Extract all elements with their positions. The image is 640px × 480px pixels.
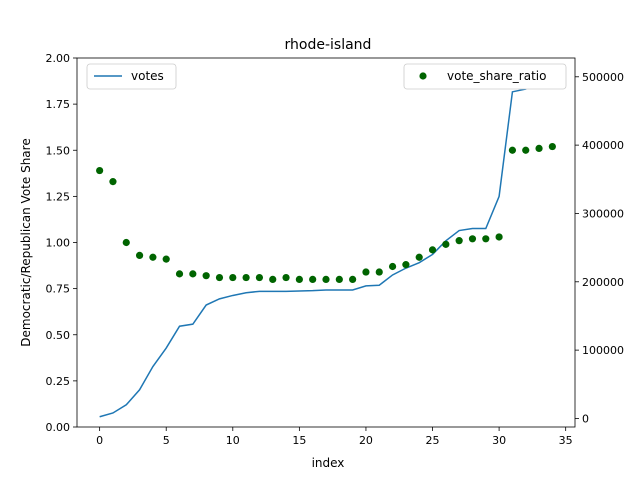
x-tick-label: 25	[426, 434, 440, 447]
y2-tick-label: 300000	[582, 207, 624, 220]
plot-area: 0 5 10 15 20 25 30 35 0.00 0.25 0.50 0.75 1.00 1.25 1.…	[46, 52, 625, 447]
y-tick-label: 0.00	[46, 421, 71, 434]
vote-share-ratio-point	[242, 273, 250, 282]
votes-line	[99, 72, 553, 418]
vote-share-ratio-point	[349, 275, 357, 283]
x-tick-label: 0	[96, 434, 103, 447]
vote-share-ratio-point	[149, 253, 157, 261]
vote-share-ratio-point	[229, 273, 237, 282]
x-tick-label: 30	[492, 434, 506, 447]
y2-tick-label: 0	[582, 412, 589, 425]
vote-share-ratio-point	[362, 268, 370, 276]
vote-share-ratio-point	[309, 275, 317, 283]
y-tick-label: 0.75	[46, 283, 71, 296]
vote-share-ratio-point	[189, 270, 197, 278]
y-tick-label: 0.25	[46, 375, 71, 388]
vote-share-ratio-point	[468, 235, 477, 243]
vote-share-ratio-point	[335, 275, 343, 283]
y2-tick-label: 500000	[582, 71, 624, 84]
vote-share-ratio-point	[282, 273, 290, 282]
vote-share-ratio-point	[428, 246, 437, 254]
y-tick-label: 1.50	[46, 144, 71, 157]
legend-votes: votes	[86, 63, 177, 90]
vote-share-ratio-point	[215, 273, 224, 282]
y2-tick-label: 100000	[582, 344, 624, 357]
vote-share-ratio-point	[109, 178, 117, 186]
y-tick-label: 1.25	[46, 190, 71, 203]
x-tick-label: 20	[359, 434, 373, 447]
y-tick-label: 0.50	[46, 329, 71, 342]
legend-label-vote-share-ratio: vote_share_ratio	[447, 69, 546, 83]
vote-share-ratio-point	[96, 166, 104, 175]
y2-tick-label: 400000	[582, 139, 624, 152]
vote-share-ratio-point	[535, 144, 543, 152]
vote-share-ratio-point	[269, 275, 277, 283]
vote-share-ratio-point	[295, 275, 303, 283]
vote-share-ratio-point	[122, 238, 130, 247]
legend-point-swatch	[419, 72, 427, 80]
legend-label-votes: votes	[131, 69, 164, 83]
vote-share-ratio-point	[522, 146, 530, 154]
vote-share-ratio-point	[548, 142, 556, 151]
vote-share-ratio-point	[388, 262, 397, 271]
vote-share-ratio-point	[375, 268, 383, 276]
vote-share-ratio-point	[508, 146, 517, 154]
y-tick-label: 2.00	[46, 52, 71, 65]
vote-share-ratio-point	[255, 273, 264, 282]
x-tick-label: 10	[226, 434, 240, 447]
vote-share-ratio-point	[175, 270, 184, 278]
vote-share-ratio-point	[482, 235, 490, 243]
x-tick-label: 35	[559, 434, 573, 447]
vote-share-ratio-point	[455, 237, 463, 245]
y-tick-label: 1.00	[46, 237, 71, 250]
vote-share-ratio-point	[135, 251, 144, 260]
legend-box	[86, 63, 177, 90]
x-tick-label: 15	[292, 434, 306, 447]
x-axis-label: index	[312, 456, 345, 470]
vote-share-ratio-point	[495, 233, 503, 241]
vote-share-ratio-point	[202, 272, 210, 280]
legend-vote-share-ratio: vote_share_ratio	[403, 63, 567, 90]
vote-share-ratio-point	[442, 240, 450, 248]
vote-share-ratio-point	[162, 255, 170, 263]
legend-box	[403, 63, 567, 90]
x-tick-label: 5	[163, 434, 170, 447]
vote-share-ratio-point	[322, 275, 330, 283]
vote-share-ratio-point	[415, 253, 423, 261]
y2-tick-label: 200000	[582, 276, 624, 289]
vote-share-ratio-point	[402, 261, 410, 269]
y-axis-label: Democratic/Republican Vote Share	[19, 138, 33, 346]
y-tick-label: 1.75	[46, 98, 71, 111]
chart-title: rhode-island	[285, 37, 372, 53]
